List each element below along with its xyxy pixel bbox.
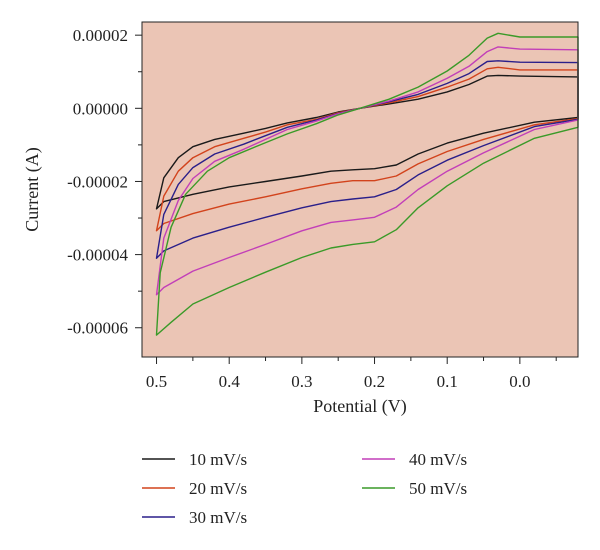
legend-label: 40 mV/s <box>409 450 467 469</box>
legend-label: 20 mV/s <box>189 479 247 498</box>
x-tick-label: 0.3 <box>291 372 312 391</box>
x-axis-title: Potential (V) <box>313 396 406 417</box>
series-line-1 <box>155 74 579 210</box>
y-tick-label: 0.00002 <box>73 26 128 45</box>
series-lines <box>155 32 579 336</box>
legend-label: 50 mV/s <box>409 479 467 498</box>
legend: 10 mV/s 20 mV/s 30 mV/s 40 mV/s 50 mV/s <box>142 450 467 527</box>
x-axis: 0.5 0.4 0.3 0.2 0.1 0.0 <box>146 357 557 391</box>
x-tick-label: 0.4 <box>219 372 241 391</box>
x-tick-label: 0.2 <box>364 372 385 391</box>
plot-frame <box>141 21 579 358</box>
plot-area <box>142 22 578 357</box>
x-tick-label: 0.0 <box>509 372 530 391</box>
y-tick-label: -0.00004 <box>67 246 128 265</box>
y-axis-title: Current (A) <box>22 147 43 231</box>
series-line-5 <box>155 32 579 336</box>
y-tick-label: 0.00000 <box>73 99 128 118</box>
legend-label: 30 mV/s <box>189 508 247 527</box>
legend-label: 10 mV/s <box>189 450 247 469</box>
series-line-4 <box>155 46 579 296</box>
series-line-3 <box>155 60 579 259</box>
x-tick-label: 0.1 <box>437 372 458 391</box>
x-tick-label: 0.5 <box>146 372 167 391</box>
y-axis: 0.00002 0.00000 -0.00002 -0.00004 -0.00006 <box>67 26 142 338</box>
series-line-2 <box>155 66 579 232</box>
y-tick-label: -0.00002 <box>67 172 128 191</box>
y-tick-label: -0.00006 <box>67 319 128 338</box>
